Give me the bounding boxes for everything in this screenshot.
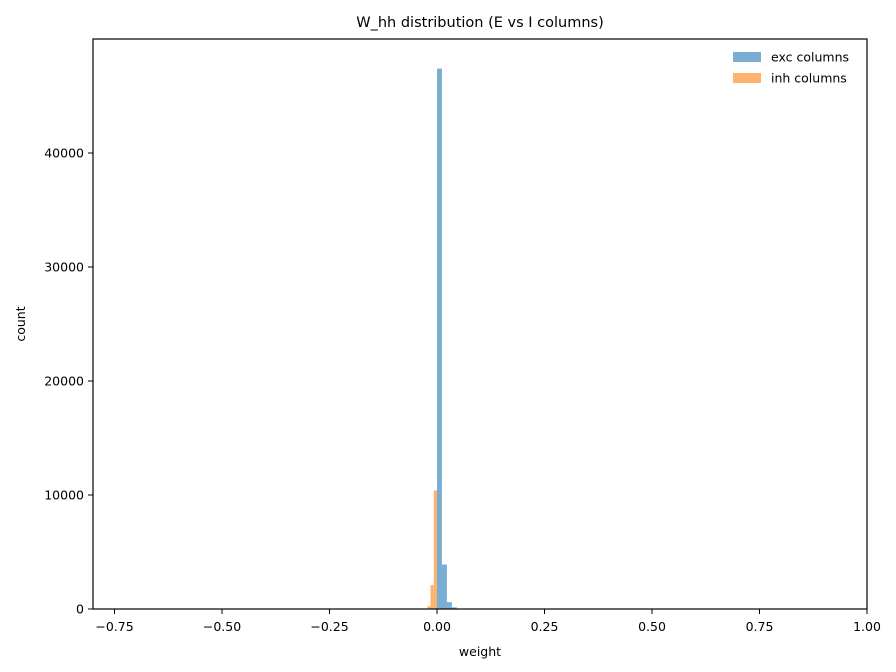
- legend-label-inh: inh columns: [771, 71, 847, 86]
- histogram-bar-exc-2: [446, 602, 452, 609]
- plot-frame: [92, 38, 868, 610]
- histogram-bar-exc-1: [441, 564, 447, 609]
- x-axis-ticks: −0.75 −0.50 −0.25 0.00 0.25 0.50 0.75 1.00: [95, 609, 881, 634]
- y-tick-label: 30000: [44, 260, 84, 275]
- chart-title: W_hh distribution (E vs I columns): [356, 15, 603, 31]
- legend-swatch-inh: [733, 73, 761, 83]
- x-tick-label: −0.75: [95, 619, 133, 634]
- legend-label-exc: exc columns: [771, 50, 849, 65]
- x-tick-label: 1.00: [853, 619, 881, 634]
- histogram-bar-exc-3: [451, 607, 457, 609]
- histogram-bar-inh-1: [427, 606, 431, 609]
- histogram-bar-inh-3: [433, 490, 437, 609]
- histogram-bar-inh-2: [430, 585, 434, 609]
- legend: exc columns inh columns: [733, 50, 849, 86]
- legend-swatch-exc: [733, 52, 761, 62]
- y-tick-label: 10000: [44, 488, 84, 503]
- x-tick-label: −0.50: [203, 619, 241, 634]
- x-tick-label: 0.25: [531, 619, 559, 634]
- x-axis-label: weight: [459, 644, 501, 659]
- y-tick-label: 20000: [44, 374, 84, 389]
- x-tick-label: 0.50: [638, 619, 666, 634]
- histogram-bar-exc-0: [437, 68, 442, 609]
- x-tick-label: −0.25: [310, 619, 348, 634]
- bars-group: [424, 68, 462, 609]
- y-tick-label: 0: [76, 602, 84, 617]
- y-axis-label: count: [13, 306, 28, 341]
- x-tick-label: 0.75: [746, 619, 774, 634]
- y-axis-ticks: 0 10000 20000 30000 40000: [44, 146, 93, 617]
- x-tick-label: 0.00: [423, 619, 451, 634]
- y-tick-label: 40000: [44, 146, 84, 161]
